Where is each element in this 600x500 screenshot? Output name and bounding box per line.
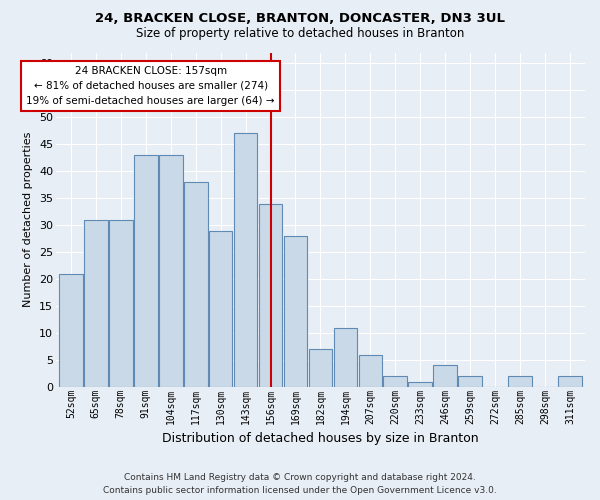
Bar [59,274,83,387]
Bar [508,376,532,387]
Text: Size of property relative to detached houses in Branton: Size of property relative to detached ho… [136,28,464,40]
Bar [109,220,133,387]
Bar [334,328,357,387]
Bar [184,182,208,387]
Text: Contains HM Land Registry data © Crown copyright and database right 2024.
Contai: Contains HM Land Registry data © Crown c… [103,474,497,495]
Bar [134,155,158,387]
Text: 24 BRACKEN CLOSE: 157sqm
← 81% of detached houses are smaller (274)
19% of semi-: 24 BRACKEN CLOSE: 157sqm ← 81% of detach… [26,66,275,106]
Bar [234,134,257,387]
X-axis label: Distribution of detached houses by size in Branton: Distribution of detached houses by size … [162,432,479,445]
Y-axis label: Number of detached properties: Number of detached properties [23,132,34,308]
Bar [558,376,582,387]
Bar [458,376,482,387]
Text: 24, BRACKEN CLOSE, BRANTON, DONCASTER, DN3 3UL: 24, BRACKEN CLOSE, BRANTON, DONCASTER, D… [95,12,505,26]
Bar [84,220,107,387]
Bar [308,350,332,387]
Bar [359,354,382,387]
Bar [383,376,407,387]
Bar [259,204,283,387]
Bar [284,236,307,387]
Bar [159,155,182,387]
Bar [409,382,432,387]
Bar [209,230,232,387]
Bar [433,366,457,387]
